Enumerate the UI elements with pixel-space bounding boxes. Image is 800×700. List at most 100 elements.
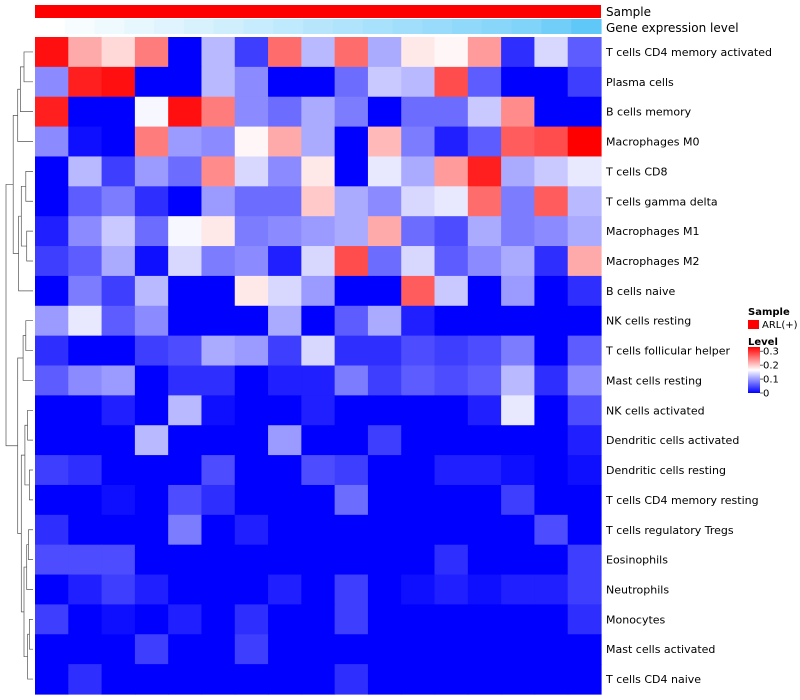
heatmap-cell — [501, 544, 536, 576]
heatmap-cell — [534, 425, 569, 456]
heatmap-cell — [234, 126, 269, 158]
heatmap-cell — [367, 126, 402, 158]
heatmap-cell — [268, 514, 302, 546]
heatmap-cell — [35, 66, 69, 98]
heatmap-cell — [567, 365, 602, 396]
heatmap-cell — [68, 664, 103, 695]
dendrogram-branch — [5, 184, 18, 447]
heatmap-cell — [201, 604, 236, 635]
heatmap-cell — [201, 66, 236, 98]
heatmap-cell — [534, 246, 569, 277]
heatmap-cell — [268, 664, 302, 695]
gene-expression-cell — [303, 19, 334, 34]
heatmap-cell — [168, 365, 203, 396]
heatmap-cell — [234, 544, 269, 576]
row-label: Neutrophils — [606, 583, 669, 596]
heatmap-cell — [534, 634, 569, 665]
heatmap-cell — [134, 66, 169, 98]
heatmap-cell — [467, 186, 502, 217]
heatmap-cell — [434, 156, 469, 187]
heatmap-cell — [334, 634, 369, 665]
heatmap-cell — [467, 455, 502, 486]
heatmap-cell — [434, 66, 469, 98]
heatmap-cell — [434, 246, 469, 277]
heatmap-cell — [501, 365, 536, 396]
dendrogram-branch — [22, 335, 33, 381]
heatmap-cell — [234, 514, 269, 546]
row-label: Plasma cells — [606, 76, 674, 89]
heatmap-cell — [401, 156, 436, 187]
heatmap-cell — [35, 664, 69, 695]
heatmap-cell — [434, 275, 469, 307]
heatmap-cell — [101, 664, 136, 695]
heatmap-cell — [301, 156, 336, 187]
heatmap-cell — [301, 37, 336, 68]
heatmap-cell — [501, 425, 536, 456]
heatmap-cell — [401, 246, 436, 277]
heatmap-cell — [334, 186, 369, 217]
heatmap-cell — [534, 66, 569, 98]
heatmap-cell — [234, 634, 269, 665]
heatmap-cell — [168, 186, 203, 217]
row-label: Macrophages M1 — [606, 225, 699, 238]
gene-expression-cell — [94, 19, 125, 34]
heatmap-cell — [367, 634, 402, 665]
heatmap-cell — [268, 156, 302, 187]
heatmap-cell — [268, 574, 302, 606]
heatmap-cell — [467, 634, 502, 665]
heatmap-cell — [301, 455, 336, 486]
heatmap-cell — [501, 634, 536, 665]
gene-expression-cell — [213, 19, 245, 34]
heatmap-cell — [467, 395, 502, 426]
heatmap-cell — [201, 634, 236, 665]
heatmap-cell — [268, 96, 302, 128]
heatmap-cell — [334, 275, 369, 307]
heatmap-cell — [434, 37, 469, 68]
heatmap-cell — [301, 365, 336, 396]
heatmap-cell — [367, 484, 402, 516]
heatmap-cell — [134, 126, 169, 158]
heatmap-cell — [134, 246, 169, 277]
heatmap-cell — [334, 455, 369, 486]
heatmap-cell — [268, 126, 302, 158]
heatmap-cell — [134, 305, 169, 337]
heatmap-cell — [234, 604, 269, 635]
heatmap-cell — [301, 634, 336, 665]
heatmap-cell — [401, 484, 436, 516]
gene-expression-cell — [571, 19, 602, 34]
heatmap-cell — [101, 514, 136, 546]
heatmap-cell — [234, 335, 269, 367]
heatmap-cell — [401, 664, 436, 695]
heatmap-cell — [134, 544, 169, 576]
heatmap-cell — [234, 275, 269, 307]
heatmap-cell — [534, 126, 569, 158]
dendrogram-branch — [29, 469, 33, 501]
heatmap-cell — [467, 156, 502, 187]
heatmap-cell — [168, 544, 203, 576]
heatmap-cell — [534, 574, 569, 606]
heatmap-cell — [567, 37, 602, 68]
heatmap-cell — [268, 604, 302, 635]
heatmap-cell — [168, 216, 203, 247]
gene-expression-cell — [154, 19, 185, 34]
row-label: T cells gamma delta — [605, 195, 718, 208]
heatmap-cell — [201, 37, 236, 68]
heatmap-cell — [567, 664, 602, 695]
dendrogram-branch — [24, 424, 30, 486]
heatmap-cell — [35, 275, 69, 307]
heatmap-cell — [434, 365, 469, 396]
heatmap-cell — [567, 305, 602, 337]
heatmap-cell — [367, 544, 402, 576]
heatmap-cell — [567, 66, 602, 98]
heatmap-cell — [501, 305, 536, 337]
gene-expression-cell — [481, 19, 513, 34]
heatmap-cell — [467, 544, 502, 576]
legend-tick-label: 0.3 — [763, 347, 779, 358]
heatmap-cell — [367, 664, 402, 695]
heatmap-cell — [301, 395, 336, 426]
heatmap-cell — [301, 664, 336, 695]
heatmap-cell — [467, 335, 502, 367]
heatmap-cell — [434, 484, 469, 516]
heatmap-cell — [101, 96, 136, 128]
heatmap-cell — [367, 514, 402, 546]
